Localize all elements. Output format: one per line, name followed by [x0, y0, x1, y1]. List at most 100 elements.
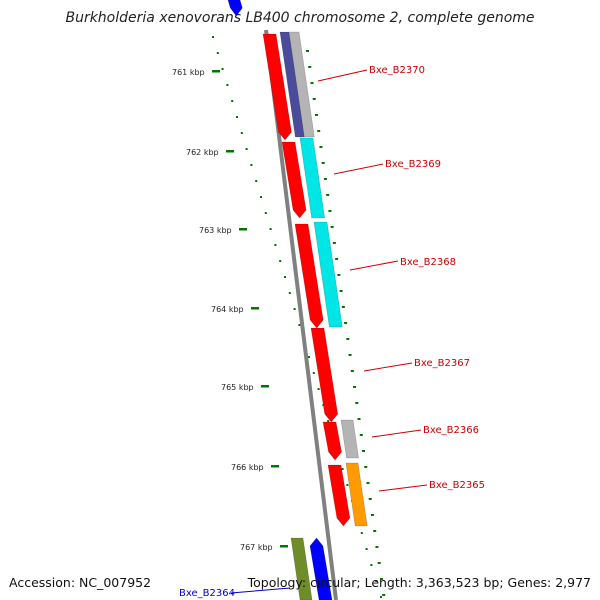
outer-tick-track — [306, 50, 386, 596]
genome-summary-text: Topology: circular; Length: 3,363,523 bp… — [247, 575, 591, 590]
tick-dot — [240, 132, 243, 134]
gene-label: Bxe_B2370 — [369, 65, 425, 76]
gene-label: Bxe_B2365 — [429, 480, 485, 491]
major-tick — [239, 228, 247, 231]
tick-dot — [260, 196, 262, 198]
tick-dot — [323, 178, 327, 180]
tick-dot — [284, 276, 286, 278]
major-tick — [280, 545, 288, 548]
gene-label: Bxe_B2366 — [423, 425, 479, 436]
scale-label: 763 kbp — [199, 226, 232, 235]
feature-block — [340, 419, 359, 459]
gene-label: Bxe_B2369 — [385, 159, 441, 170]
tick-dot — [362, 450, 365, 452]
tick-dot — [335, 258, 339, 260]
tick-dot — [317, 388, 320, 390]
gene-label-leader — [333, 163, 384, 175]
feature-block — [299, 137, 326, 219]
tick-dot — [306, 50, 309, 52]
tick-dot — [375, 580, 378, 582]
accession-text: Accession: NC_007952 — [9, 575, 152, 590]
tick-dot — [370, 514, 374, 516]
tick-dot — [250, 164, 253, 166]
feature-block — [288, 31, 315, 138]
scale-label: 762 kbp — [186, 148, 219, 157]
major-tick — [226, 150, 234, 153]
tick-dot — [360, 532, 363, 534]
tick-dot — [236, 116, 238, 118]
tick-dot — [337, 274, 341, 276]
tick-dot — [368, 498, 372, 500]
tick-dot — [231, 100, 234, 102]
tick-dot — [312, 372, 315, 374]
feature-block — [227, 0, 243, 17]
tick-dot — [382, 594, 386, 596]
feature-block — [345, 462, 368, 527]
scale-label: 766 kbp — [231, 463, 264, 472]
tick-dot — [221, 68, 224, 70]
major-tick — [261, 385, 269, 388]
gene-label-leader — [317, 69, 368, 82]
tick-dot — [346, 338, 350, 340]
gene-label: Bxe_B2364 — [179, 588, 235, 599]
feature-block — [294, 223, 324, 329]
gene-labels: Bxe_B2370 Bxe_B2369 Bxe_B2368 Bxe_B2367 Bxe_… — [179, 65, 485, 599]
tick-dot — [326, 194, 330, 196]
tick-dot — [370, 564, 373, 566]
major-tick — [251, 307, 259, 310]
tick-dot — [330, 226, 334, 228]
gene-label-leader — [371, 429, 422, 438]
tick-dot — [327, 420, 330, 422]
major-tick — [212, 70, 220, 73]
tick-dot — [288, 292, 291, 294]
tick-dot — [321, 162, 325, 164]
gene-label-leader — [349, 260, 399, 271]
tick-dot — [245, 148, 248, 150]
tick-dot — [346, 484, 349, 486]
tick-dot — [293, 308, 296, 310]
scale-labels: 761 kbp 762 kbp 763 kbp 764 kbp 765 kbp 766 k… — [172, 68, 288, 552]
tick-dot — [364, 466, 368, 468]
tick-dot — [380, 596, 382, 598]
tick-dot — [255, 180, 258, 182]
scale-label: 765 kbp — [221, 383, 254, 392]
tick-dot — [298, 324, 301, 326]
tick-dot — [379, 578, 383, 580]
tick-dot — [373, 530, 377, 532]
tick-dot — [348, 354, 352, 356]
tick-dot — [366, 482, 370, 484]
scale-label: 764 kbp — [211, 305, 244, 314]
tick-dot — [226, 84, 229, 86]
feature-block — [281, 141, 307, 219]
tick-dot — [344, 322, 348, 324]
tick-dot — [317, 130, 321, 132]
tick-dot — [341, 468, 344, 470]
tick-dot — [312, 98, 316, 100]
tick-dot — [274, 244, 277, 246]
feature-block — [310, 327, 339, 423]
tick-dot — [350, 370, 354, 372]
tick-dot — [341, 306, 345, 308]
feature-block — [327, 464, 351, 527]
tick-dot — [216, 52, 219, 54]
tick-dot — [319, 146, 323, 148]
gene-label-leader — [363, 362, 413, 372]
tick-dot — [339, 290, 343, 292]
tick-dot — [375, 546, 379, 548]
scale-label: 761 kbp — [172, 68, 205, 77]
tick-dot — [314, 114, 318, 116]
feature-block — [313, 221, 343, 328]
tick-dot — [355, 402, 359, 404]
scale-label: 767 kbp — [240, 543, 273, 552]
major-tick — [271, 465, 279, 468]
tick-dot — [353, 386, 357, 388]
feature-block — [290, 537, 313, 600]
gene-label-leader — [230, 587, 291, 594]
feature-block — [309, 537, 333, 600]
tick-dot — [264, 212, 267, 214]
feature-block — [262, 33, 292, 141]
map-title: Burkholderia xenovorans LB400 chromosome… — [65, 10, 535, 26]
tick-dot — [332, 242, 336, 244]
